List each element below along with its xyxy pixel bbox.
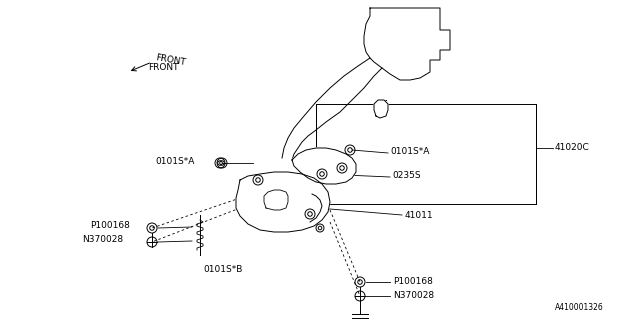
Text: P100168: P100168 [90, 220, 130, 229]
Text: FRONT: FRONT [148, 63, 179, 73]
Text: A410001326: A410001326 [555, 303, 604, 313]
Text: 0101S*A: 0101S*A [390, 148, 429, 156]
Polygon shape [292, 148, 356, 184]
Bar [316, 104, 536, 204]
Polygon shape [374, 100, 388, 118]
Text: 0101S*B: 0101S*B [203, 266, 243, 275]
Text: 0101S*A: 0101S*A [155, 157, 195, 166]
Polygon shape [364, 8, 450, 80]
Text: 0235S: 0235S [392, 172, 420, 180]
Text: 41020C: 41020C [555, 143, 589, 153]
Text: FRONT: FRONT [155, 53, 187, 67]
Polygon shape [236, 172, 330, 232]
Text: P100168: P100168 [393, 276, 433, 285]
Text: 41011: 41011 [405, 211, 434, 220]
Text: N370028: N370028 [82, 236, 123, 244]
Text: N370028: N370028 [393, 292, 434, 300]
